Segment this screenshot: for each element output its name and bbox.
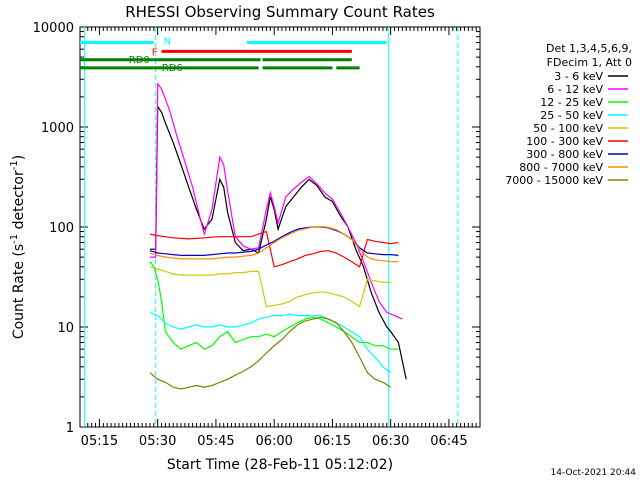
legend: Det 1,3,4,5,6,9,FDecim 1, Att 03 - 6 keV… <box>505 42 632 187</box>
series-line-7 <box>149 225 399 263</box>
y-axis-label: Count Rate (s-1 detector-1) <box>9 155 27 339</box>
x-tick-label: 06:30 <box>372 434 409 449</box>
legend-entry-label: 7000 - 15000 keV <box>505 174 603 187</box>
x-tick-label: 05:15 <box>81 434 118 449</box>
state-bar-label-rd0: RD0 <box>129 55 150 66</box>
x-tick-label: 05:30 <box>139 434 176 449</box>
chart-title: RHESSI Observing Summary Count Rates <box>125 3 435 21</box>
legend-entry-label: 6 - 12 keV <box>547 83 603 96</box>
y-axis-label-sup1: -1 <box>9 234 20 244</box>
series-line-0 <box>149 104 407 380</box>
footer-date: 14-Oct-2021 20:44 <box>551 468 637 478</box>
series-line-8 <box>149 316 392 390</box>
y-tick-label: 100 <box>49 221 74 236</box>
series-line-5 <box>149 230 399 268</box>
legend-entry-label: 3 - 6 keV <box>554 70 603 83</box>
legend-header: FDecim 1, Att 0 <box>547 56 632 69</box>
state-bar-label-rd6: RD6 <box>162 63 183 74</box>
series-line-3 <box>149 311 392 374</box>
state-bar-label-n: N <box>164 36 171 47</box>
y-axis-label-mid: detector <box>11 170 27 234</box>
y-axis-label-main: Count Rate (s <box>11 244 27 339</box>
y-axis-label-end: ) <box>11 155 27 160</box>
y-tick-label: 1000 <box>41 121 74 136</box>
series-line-4 <box>149 266 391 308</box>
plot-frame <box>79 26 481 428</box>
state-bar-label-f: F <box>152 47 158 58</box>
y-axis-label-sup2: -1 <box>9 160 20 170</box>
legend-entry-label: 100 - 300 keV <box>526 135 603 148</box>
plot-area: 1 10 100 1000 10000 05:15 05:30 05:45 06:00 06:15… <box>33 21 481 449</box>
legend-header: Det 1,3,4,5,6,9, <box>546 42 632 55</box>
x-tick-label: 06:15 <box>314 434 351 449</box>
series-line-1 <box>149 82 403 320</box>
x-tick-label: 06:45 <box>430 434 467 449</box>
x-tick-label: 05:45 <box>197 434 234 449</box>
legend-entry-label: 800 - 7000 keV <box>519 161 603 174</box>
legend-entry-label: 50 - 100 keV <box>533 122 603 135</box>
y-tick-label: 1 <box>66 421 74 436</box>
y-tick-label: 10 <box>57 321 74 336</box>
legend-entry-label: 300 - 800 keV <box>526 148 603 161</box>
legend-entry-label: 25 - 50 keV <box>540 109 603 122</box>
series-line-2 <box>149 261 399 350</box>
y-tick-label: 10000 <box>33 21 74 36</box>
x-axis-label: Start Time (28-Feb-11 05:12:02) <box>167 457 393 473</box>
legend-entry-label: 12 - 25 keV <box>540 96 603 109</box>
x-tick-label: 06:00 <box>255 434 292 449</box>
